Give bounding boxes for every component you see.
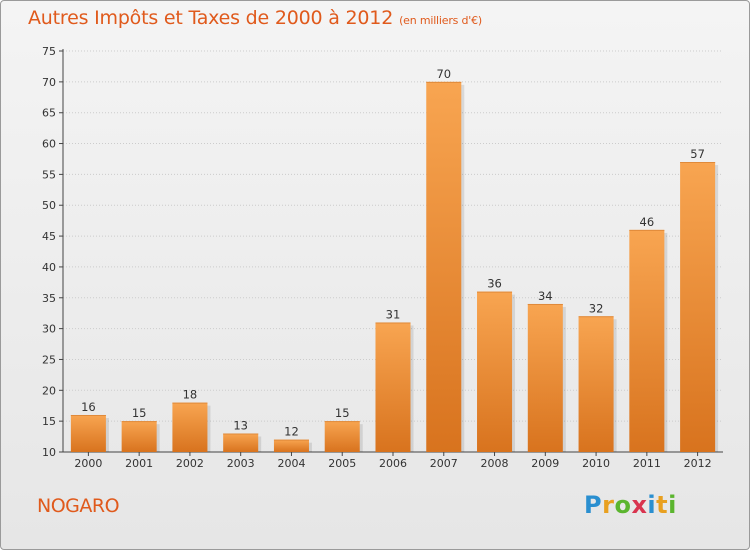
data-label: 32 <box>589 301 604 315</box>
bar-2012 <box>680 162 716 453</box>
logo-letter: i <box>647 491 657 519</box>
x-tick-label: 2001 <box>125 457 153 470</box>
y-tick-label: 50 <box>42 199 56 212</box>
logo-letter: x <box>631 491 648 519</box>
data-label: 18 <box>183 388 198 402</box>
bar-2000 <box>70 414 106 452</box>
y-tick-label: 30 <box>42 323 56 336</box>
proxiti-logo: Proxiti <box>584 491 677 519</box>
bar-2002 <box>172 402 208 452</box>
data-label: 15 <box>132 406 147 420</box>
bar-2001 <box>121 421 157 452</box>
data-label: 70 <box>436 67 451 81</box>
data-label: 57 <box>690 147 705 161</box>
logo-letter: i <box>668 491 677 519</box>
data-label: 13 <box>233 418 248 432</box>
data-label: 15 <box>335 406 350 420</box>
chart-subtitle: (en milliers d'€) <box>399 14 482 27</box>
x-tick-label: 2007 <box>430 457 458 470</box>
chart-title: Autres Impôts et Taxes de 2000 à 2012 (en… <box>28 7 482 29</box>
data-label: 46 <box>640 215 655 229</box>
data-label: 36 <box>487 277 502 291</box>
data-label: 16 <box>81 400 96 414</box>
y-tick-label: 45 <box>42 230 56 243</box>
bar-2007 <box>426 81 462 452</box>
bar-2005 <box>324 421 360 452</box>
data-label: 12 <box>284 425 299 439</box>
logo-letter: t <box>656 491 669 519</box>
x-tick-label: 2008 <box>481 457 509 470</box>
bar-2006 <box>375 322 411 452</box>
y-tick-label: 40 <box>42 261 56 274</box>
bar-2009 <box>527 303 563 452</box>
x-tick-label: 2000 <box>74 457 102 470</box>
logo-letter: r <box>602 491 615 519</box>
bar-2011 <box>629 229 665 452</box>
x-tick-label: 2012 <box>684 457 712 470</box>
y-tick-label: 65 <box>42 107 56 120</box>
bar-2010 <box>578 316 614 452</box>
x-tick-label: 2006 <box>379 457 407 470</box>
logo-letter: P <box>584 491 603 519</box>
title-text: Autres Impôts et Taxes de 2000 à 2012 <box>28 7 394 29</box>
x-tick-label: 2002 <box>176 457 204 470</box>
x-tick-label: 2010 <box>582 457 610 470</box>
data-label: 31 <box>386 307 401 321</box>
bar-2008 <box>477 291 513 452</box>
data-labels: 16 15 18 13 12 15 31 70 36 34 32 46 57 <box>81 67 705 439</box>
bars <box>70 81 719 453</box>
x-tick-label: 2009 <box>531 457 559 470</box>
x-tick-label: 2004 <box>277 457 305 470</box>
y-tick-label: 20 <box>42 384 56 397</box>
x-tick-label: 2011 <box>633 457 661 470</box>
y-tick-label: 25 <box>42 353 56 366</box>
x-tick-label: 2005 <box>328 457 356 470</box>
x-tick-label: 2003 <box>227 457 255 470</box>
data-label: 34 <box>538 289 553 303</box>
commune-name: NOGARO <box>37 495 120 517</box>
y-tick-label: 70 <box>42 76 56 89</box>
y-tick-label: 55 <box>42 168 56 181</box>
bar-2003 <box>223 433 259 452</box>
bar-2004 <box>273 439 309 452</box>
y-tick-label: 10 <box>42 446 56 459</box>
y-tick-label: 35 <box>42 292 56 305</box>
y-tick-label: 15 <box>42 415 56 428</box>
logo-letter: o <box>614 491 632 519</box>
y-tick-label: 75 <box>42 45 56 58</box>
y-tick-label: 60 <box>42 138 56 151</box>
